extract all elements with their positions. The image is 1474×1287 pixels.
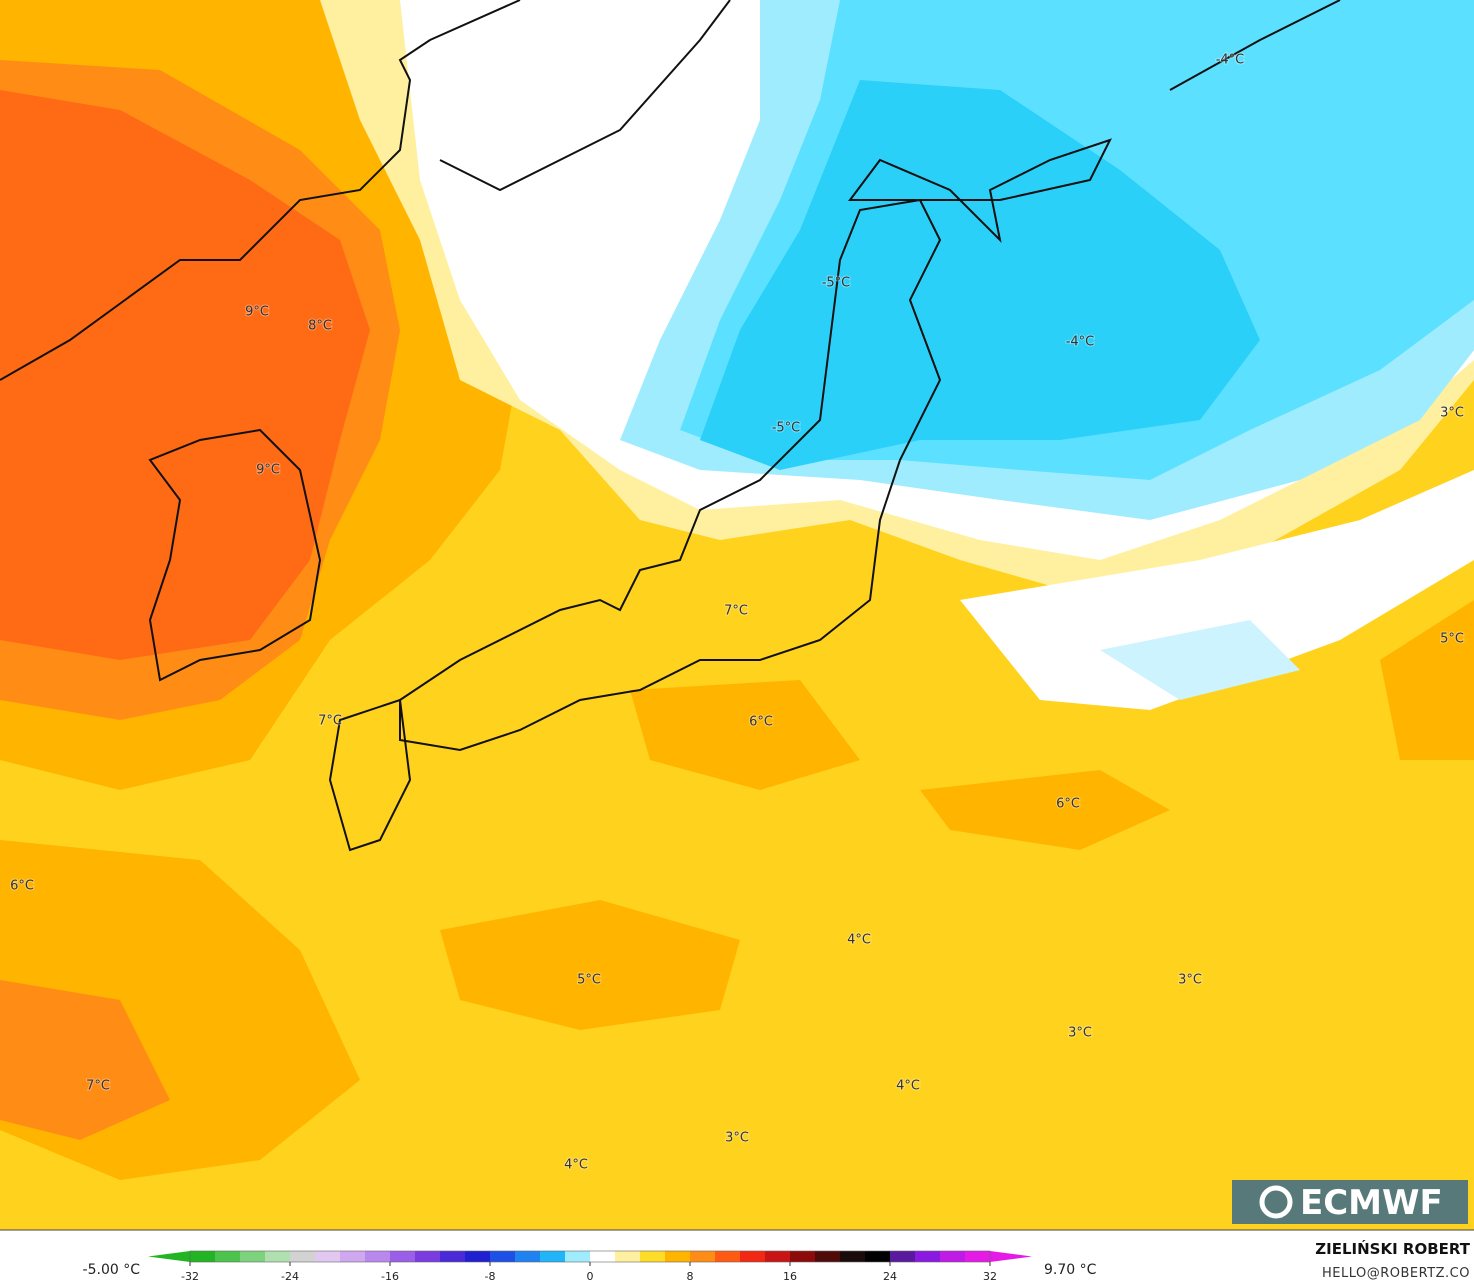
temperature-label: 7°C	[318, 714, 342, 729]
colorbar-swatch	[565, 1251, 591, 1262]
temperature-label: 9°C	[256, 463, 280, 478]
temperature-label: 8°C	[308, 319, 332, 334]
colorbar-swatch	[415, 1251, 441, 1262]
temperature-label: 6°C	[10, 879, 34, 894]
colorbar-swatch	[865, 1251, 891, 1262]
colorbar-swatch	[465, 1251, 491, 1262]
colorbar-swatch	[940, 1251, 966, 1262]
colorbar-swatch	[965, 1251, 991, 1262]
colorbar-swatch	[840, 1251, 866, 1262]
colorbar: -32 -24 -16 -8 0 8 16 24 32	[148, 1250, 1032, 1283]
colorbar-tick-label: 16	[783, 1270, 797, 1283]
temperature-label: 9°C	[245, 305, 269, 320]
temperature-label: 7°C	[86, 1079, 110, 1094]
temperature-label: 4°C	[847, 933, 871, 948]
colorbar-swatch	[790, 1251, 816, 1262]
temperature-label: -4°C	[1216, 53, 1245, 68]
temperature-label: 3°C	[1178, 973, 1202, 988]
colorbar-swatch	[890, 1251, 916, 1262]
colorbar-swatch	[615, 1251, 641, 1262]
logo-box: ECMWF	[1232, 1180, 1468, 1224]
colorbar-swatch	[365, 1251, 391, 1262]
colorbar-min: -5.00 °C	[83, 1262, 141, 1278]
colorbar-swatch	[290, 1251, 316, 1262]
colorbar-swatch	[690, 1251, 716, 1262]
temperature-labels: -4°C -5°C -4°C 9°C 8°C 3°C -5°C 9°C 7°C 5°C 7°C 6°C…	[9, 52, 1465, 1174]
colorbar-swatch	[215, 1251, 241, 1262]
colorbar-max-arrow	[990, 1251, 1032, 1262]
temperature-label: -4°C	[1066, 335, 1095, 350]
colorbar-tick-label: 8	[687, 1270, 694, 1283]
colorbar-swatch	[340, 1251, 366, 1262]
colorbar-swatch	[390, 1251, 416, 1262]
colorbar-tick-label: -16	[381, 1270, 399, 1283]
colorbar-swatch	[740, 1251, 766, 1262]
colorbar-min-arrow	[148, 1251, 190, 1262]
colorbar-swatch	[665, 1251, 691, 1262]
temperature-label: -5°C	[772, 421, 801, 436]
temperature-label: 6°C	[749, 715, 773, 730]
colorbar-swatch	[715, 1251, 741, 1262]
colorbar-swatch	[540, 1251, 566, 1262]
credit-name: ZIELIŃSKI ROBERT	[1315, 1239, 1470, 1258]
colorbar-swatch	[815, 1251, 841, 1262]
temperature-label: 3°C	[1068, 1026, 1092, 1041]
logo: ECMWF	[1300, 1183, 1443, 1223]
colorbar-swatch	[590, 1251, 616, 1262]
temperature-label: 7°C	[724, 604, 748, 619]
temperature-label: 5°C	[1440, 632, 1464, 647]
temperature-label: 3°C	[1440, 406, 1464, 421]
credit-email: HELLO@ROBERTZ.CO	[1322, 1266, 1470, 1281]
colorbar-tick-label: -24	[281, 1270, 299, 1283]
temperature-label: 5°C	[577, 973, 601, 988]
colorbar-tick-label: -32	[181, 1270, 199, 1283]
colorbar-swatch	[515, 1251, 541, 1262]
temperature-label: 4°C	[564, 1158, 588, 1173]
temperature-label: -5°C	[822, 276, 851, 291]
colorbar-swatch	[240, 1251, 266, 1262]
colorbar-swatch	[765, 1251, 791, 1262]
colorbar-swatch	[190, 1251, 216, 1262]
colorbar-tick-label: 24	[883, 1270, 897, 1283]
colorbar-swatch	[265, 1251, 291, 1262]
temperature-label: 4°C	[896, 1079, 920, 1094]
colorbar-tick-label: 0	[587, 1270, 594, 1283]
colorbar-tick-label: -8	[485, 1270, 496, 1283]
colorbar-swatch	[490, 1251, 516, 1262]
colorbar-swatch	[915, 1251, 941, 1262]
colorbar-tick-label: 32	[983, 1270, 997, 1283]
map-field	[0, 0, 1474, 1230]
colorbar-swatch	[440, 1251, 466, 1262]
colorbar-swatch	[640, 1251, 666, 1262]
temperature-label: 6°C	[1056, 797, 1080, 812]
temperature-label: 3°C	[725, 1131, 749, 1146]
coastline	[0, 0, 1341, 852]
colorbar-max: 9.70 °C	[1044, 1262, 1097, 1278]
colorbar-swatch	[315, 1251, 341, 1262]
